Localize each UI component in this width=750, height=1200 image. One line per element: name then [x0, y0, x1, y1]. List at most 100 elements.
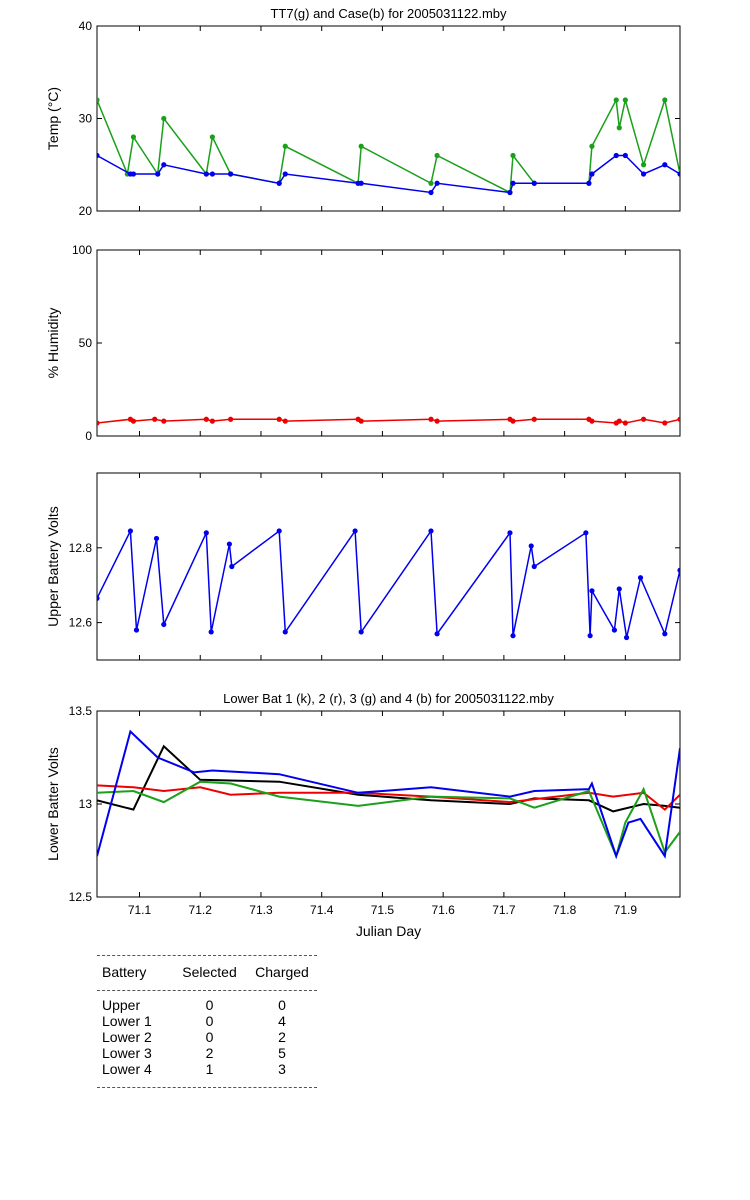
- x-tick-label: 71.4: [310, 903, 334, 917]
- data-point: [428, 528, 434, 534]
- plot-frame: [96, 249, 681, 437]
- y-tick-label: 12.8: [69, 541, 93, 555]
- charged-cell: 4: [278, 1013, 286, 1029]
- data-point: [228, 416, 234, 422]
- data-point: [352, 528, 358, 534]
- x-tick-label: 71.3: [249, 903, 273, 917]
- data-point: [589, 171, 595, 177]
- data-point: [510, 152, 516, 159]
- y-tick-label: 100: [72, 243, 92, 257]
- data-point: [434, 631, 440, 637]
- x-tick-label: 71.7: [492, 903, 516, 917]
- series-line: [97, 780, 680, 860]
- data-point: [97, 152, 100, 159]
- data-point: [152, 416, 158, 422]
- data-point: [130, 134, 137, 140]
- data-point: [428, 416, 434, 422]
- data-point: [662, 97, 668, 103]
- data-point: [677, 567, 680, 573]
- data-point: [203, 416, 209, 422]
- battery-summary-table: Battery Selected Charged Upper 0 0 Lower…: [97, 955, 317, 1088]
- data-point: [531, 416, 537, 422]
- data-point: [226, 541, 232, 547]
- data-point: [358, 180, 364, 186]
- data-point: [616, 125, 622, 131]
- plot-frame: [96, 25, 681, 212]
- data-point: [662, 420, 668, 426]
- plot-frame: [96, 710, 681, 898]
- data-point: [127, 528, 134, 534]
- y-tick-label: 12.5: [69, 890, 93, 904]
- chart-title: TT7(g) and Case(b) for 2005031122.mby: [270, 6, 507, 21]
- battery-cell: Lower 1: [102, 1013, 152, 1029]
- charged-cell: 3: [278, 1061, 286, 1077]
- table-bottom-divider: [97, 1087, 317, 1088]
- data-point: [203, 530, 209, 536]
- series-line: [97, 784, 680, 811]
- data-point: [282, 418, 288, 424]
- x-tick-label: 71.8: [553, 903, 577, 917]
- battery-cell: Lower 3: [102, 1045, 152, 1061]
- data-point: [589, 143, 595, 149]
- data-point: [130, 418, 137, 424]
- y-tick-label: 20: [79, 204, 93, 218]
- data-point: [434, 180, 440, 186]
- data-point: [358, 143, 364, 149]
- charged-cell: 0: [278, 997, 286, 1013]
- series-line: [97, 744, 680, 813]
- data-point: [228, 171, 234, 177]
- data-point: [677, 171, 680, 177]
- selected-cell: 0: [205, 1029, 214, 1045]
- data-point: [589, 588, 595, 594]
- data-point: [203, 171, 209, 177]
- x-tick-label: 71.2: [189, 903, 213, 917]
- data-point: [161, 162, 167, 168]
- data-point: [161, 418, 167, 424]
- data-point: [507, 189, 513, 196]
- data-point: [677, 416, 680, 422]
- data-point: [97, 97, 100, 103]
- series-line: [97, 528, 680, 638]
- data-point: [662, 631, 668, 637]
- charts-svg: 20 30 40 TT7(g) and Case(b) for 2005031122.…: [45, 6, 681, 939]
- table-header-divider: [97, 990, 317, 991]
- x-tick-label: 71.6: [431, 903, 455, 917]
- charged-cell: 2: [278, 1029, 286, 1045]
- y-tick-label: 13: [79, 797, 93, 811]
- data-point: [276, 528, 282, 534]
- data-point: [133, 627, 140, 633]
- data-point: [428, 180, 434, 186]
- data-point: [155, 171, 161, 177]
- table-row: Lower 3 2 5: [97, 1045, 317, 1061]
- data-point: [611, 627, 618, 633]
- data-point: [161, 621, 167, 628]
- data-point: [510, 180, 516, 186]
- data-point: [587, 633, 593, 639]
- y-axis-label: Upper Battery Volts: [45, 506, 61, 627]
- data-point: [282, 171, 288, 177]
- x-tick-label: 71.5: [371, 903, 395, 917]
- data-point: [586, 180, 592, 186]
- data-point: [434, 418, 440, 424]
- table-header-row: Battery Selected Charged: [97, 960, 317, 984]
- data-point: [276, 180, 282, 186]
- table-row: Upper 0 0: [97, 997, 317, 1013]
- y-tick-label: 40: [79, 19, 93, 33]
- selected-cell: 2: [205, 1045, 214, 1061]
- y-tick-label: 0: [85, 429, 92, 443]
- data-point: [613, 97, 619, 103]
- data-point: [531, 180, 537, 186]
- chart-title: Lower Bat 1 (k), 2 (r), 3 (g) and 4 (b) …: [223, 691, 554, 706]
- y-axis-label: % Humidity: [45, 308, 61, 379]
- selected-cell: 0: [205, 1013, 214, 1029]
- data-point: [507, 530, 513, 536]
- data-point: [589, 418, 595, 424]
- data-point: [282, 629, 288, 635]
- battery-cell: Upper: [102, 997, 141, 1013]
- header-charged: Charged: [255, 964, 309, 980]
- y-tick-label: 50: [79, 336, 93, 350]
- data-point: [528, 543, 534, 549]
- selected-cell: 1: [205, 1061, 214, 1077]
- data-point: [209, 418, 215, 424]
- table-row: Lower 1 0 4: [97, 1013, 317, 1029]
